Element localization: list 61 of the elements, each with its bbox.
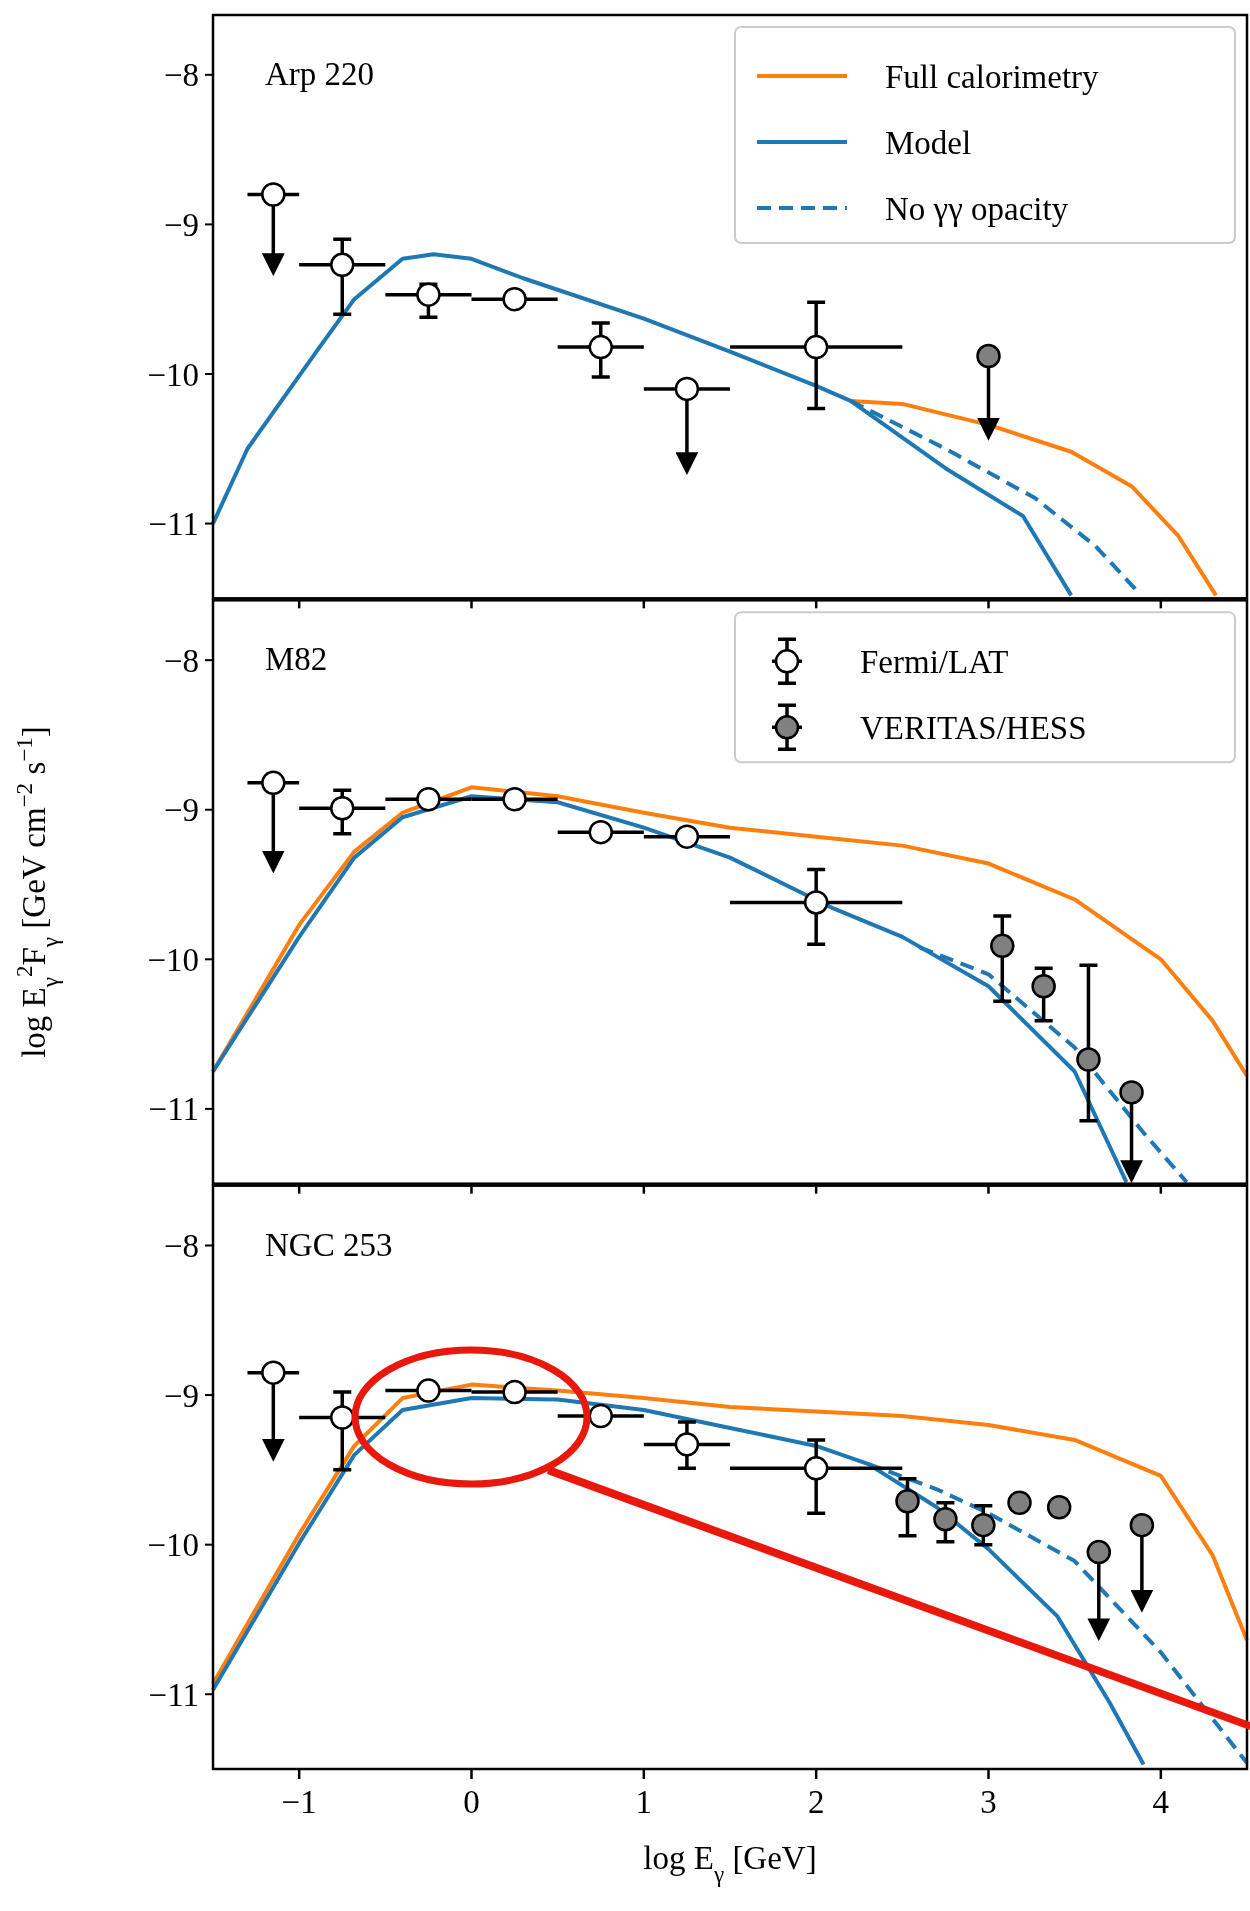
- point: [1119, 1080, 1144, 1105]
- point: [416, 1378, 441, 1403]
- x-tick-label: 4: [1152, 1784, 1170, 1820]
- x-tick-label: 2: [807, 1784, 825, 1820]
- point: [971, 1512, 996, 1538]
- text: NGC 253: [265, 1226, 393, 1263]
- point: [990, 933, 1015, 959]
- point: [416, 787, 441, 812]
- point: [674, 376, 700, 402]
- point: [1046, 1495, 1072, 1520]
- point: [1086, 1539, 1112, 1565]
- legend-label: Fermi/LAT: [860, 643, 1009, 680]
- point: [330, 1405, 355, 1430]
- point: [330, 795, 355, 821]
- point: [803, 1456, 829, 1481]
- y-tick-label: −9: [163, 1377, 199, 1414]
- point: [674, 824, 700, 849]
- point: [261, 770, 286, 796]
- x-tick-label: 0: [463, 1784, 480, 1820]
- text: M82: [265, 641, 328, 678]
- point: [588, 334, 613, 360]
- point: [330, 252, 355, 278]
- point: [1129, 1512, 1155, 1538]
- point: [976, 343, 1001, 369]
- y-tick-label: −10: [147, 941, 199, 978]
- point: [502, 787, 527, 812]
- point: [1007, 1490, 1032, 1516]
- point: [933, 1506, 958, 1532]
- point: [588, 819, 613, 845]
- y-tick-label: −9: [163, 792, 199, 829]
- point: [1031, 973, 1056, 999]
- y-tick-label: −11: [148, 1091, 199, 1128]
- legend-label: Full calorimetry: [885, 58, 1100, 95]
- y-tick-label: −11: [148, 506, 199, 543]
- y-tick-label: −8: [163, 1228, 199, 1265]
- y-tick-label: −8: [163, 57, 199, 94]
- x-tick-label: 1: [635, 1784, 653, 1820]
- y-tick-label: −8: [163, 642, 199, 679]
- legend-label: No γγ opacity: [885, 190, 1069, 227]
- point: [895, 1489, 920, 1514]
- point: [1076, 1047, 1101, 1072]
- x-axis-title: log E$_{γ}$ [GeV]: [643, 1840, 817, 1887]
- y-tick-label: −11: [148, 1676, 199, 1713]
- point: [261, 1360, 286, 1385]
- point: [588, 1403, 613, 1429]
- point: [803, 890, 829, 915]
- x-tick-label: −1: [281, 1784, 317, 1820]
- point: [803, 334, 829, 360]
- point: [261, 182, 286, 207]
- legend-label: Model: [885, 124, 972, 161]
- point: [674, 1432, 700, 1457]
- y-tick-label: −10: [147, 356, 199, 393]
- y-tick-label: −9: [163, 206, 199, 243]
- x-tick-label: 3: [980, 1784, 997, 1820]
- text: Arp 220: [265, 56, 375, 92]
- legend-label: VERITAS/HESS: [860, 709, 1087, 746]
- point: [502, 286, 527, 312]
- line-series: [211, 1382, 1249, 1686]
- point: [502, 1379, 527, 1405]
- point: [416, 282, 441, 307]
- y-tick-label: −10: [147, 1527, 199, 1564]
